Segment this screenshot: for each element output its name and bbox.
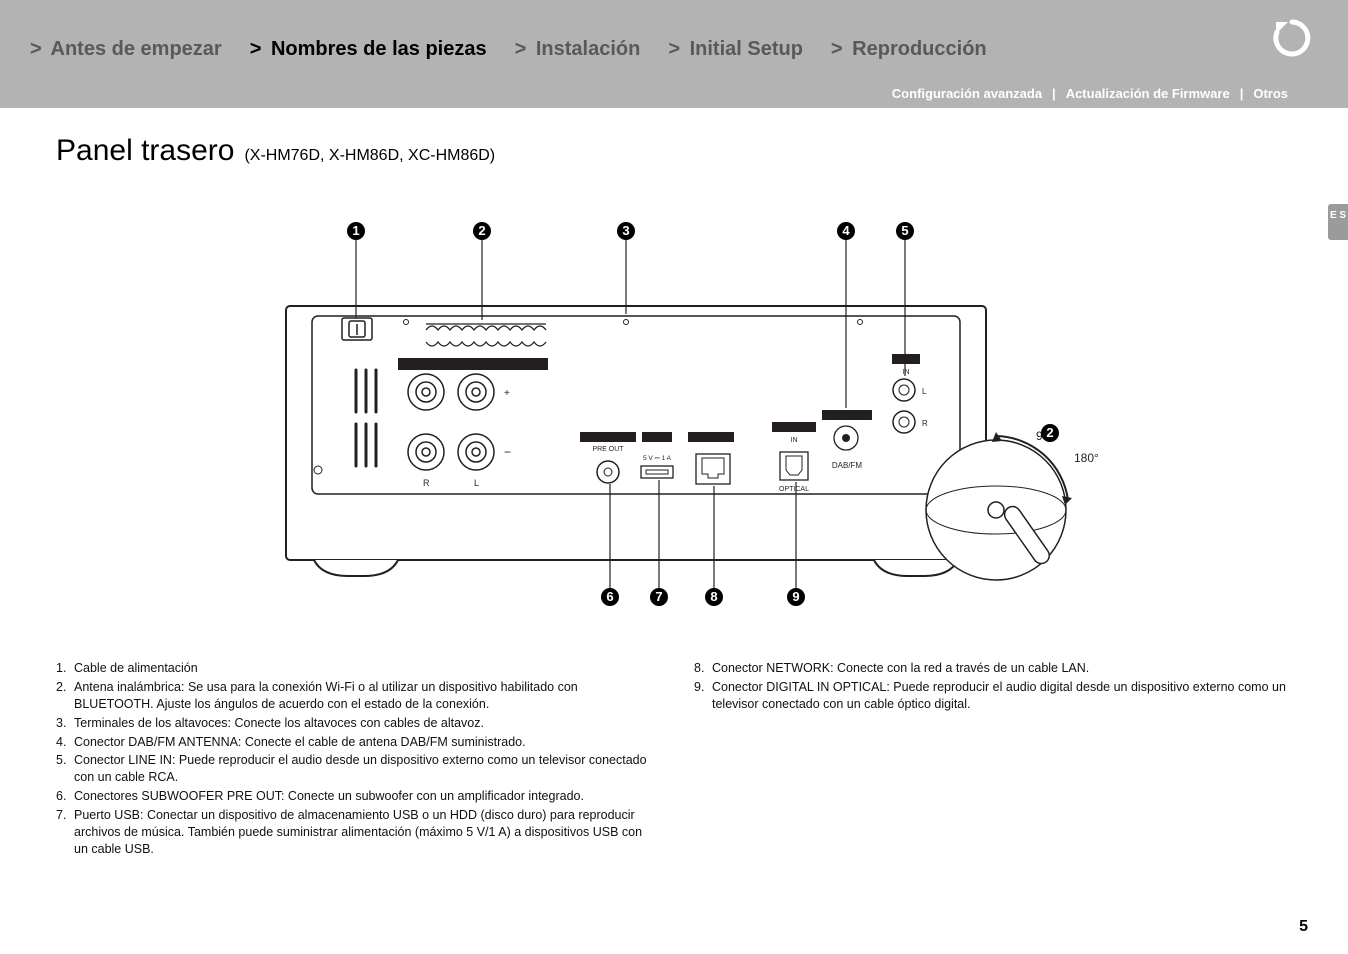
nav-item-initial-setup[interactable]: > Initial Setup [668,38,803,61]
svg-text:LINE: LINE [898,357,914,364]
svg-text:L: L [474,478,479,488]
nav-caret: > [831,38,843,60]
svg-text:PRE OUT: PRE OUT [592,446,624,453]
nav-item-reproduccion[interactable]: > Reproducción [831,38,987,61]
nav-caret: > [30,38,42,60]
svg-text:3: 3 [622,223,629,238]
notes-col-left: 1.Cable de alimentación 2.Antena inalámb… [56,660,654,860]
svg-text:SUBWOOFER: SUBWOOFER [587,435,630,442]
svg-text:DIGITAL: DIGITAL [781,425,808,432]
nav-label: Antes de empezar [51,38,222,60]
rear-panel-diagram: SPEAKERS + − R L SUBWOOFER PRE OUT USB 5… [56,200,1292,620]
note-item: 3.Terminales de los altavoces: Conecte l… [56,715,654,732]
nav-label: Initial Setup [690,38,803,60]
page-number: 5 [1299,918,1308,936]
note-item: 4.Conector DAB/FM ANTENNA: Conecte el ca… [56,734,654,751]
main-nav: > Antes de empezar > Nombres de las piez… [30,38,987,61]
svg-text:4: 4 [842,223,850,238]
svg-text:1: 1 [352,223,359,238]
nav-caret: > [250,38,262,60]
nav-item-instalacion[interactable]: > Instalación [515,38,641,61]
note-item: 2.Antena inalámbrica: Se usa para la con… [56,679,654,713]
svg-text:DAB/FM: DAB/FM [832,461,863,470]
page-title: Panel trasero [56,134,234,168]
svg-text:ANTENNA: ANTENNA [830,413,864,420]
svg-text:2: 2 [478,223,485,238]
svg-text:L: L [922,387,927,396]
svg-text:7: 7 [655,589,662,604]
sub-nav: Configuración avanzada | Actualización d… [892,86,1288,101]
nav-label: Nombres de las piezas [271,38,487,60]
subnav-sep: | [1052,86,1056,101]
svg-text:+: + [504,388,510,399]
svg-text:8: 8 [710,589,717,604]
notes-col-right: 8.Conector NETWORK: Conecte con la red a… [694,660,1292,860]
nav-item-antes[interactable]: > Antes de empezar [30,38,222,61]
svg-text:2: 2 [1046,425,1053,440]
nav-label: Instalación [536,38,640,60]
svg-text:SPEAKERS: SPEAKERS [451,360,494,369]
nav-label: Reproducción [852,38,986,60]
note-item: 9.Conector DIGITAL IN OPTICAL: Puede rep… [694,679,1292,713]
page-title-row: Panel trasero (X-HM76D, X-HM86D, XC-HM86… [56,134,495,168]
svg-text:5 V ⎓ 1 A: 5 V ⎓ 1 A [643,455,672,462]
svg-text:R: R [423,478,430,488]
nav-caret: > [668,38,680,60]
nav-caret: > [515,38,527,60]
svg-text:IN: IN [791,437,798,444]
page-subtitle: (X-HM76D, X-HM86D, XC-HM86D) [244,147,495,165]
note-item: 6.Conectores SUBWOOFER PRE OUT: Conecte … [56,788,654,805]
note-item: 1.Cable de alimentación [56,660,654,677]
svg-text:180°: 180° [1074,451,1099,465]
note-item: 7.Puerto USB: Conectar un dispositivo de… [56,807,654,858]
svg-text:R: R [922,419,928,428]
svg-text:USB: USB [650,435,665,442]
note-item: 5.Conector LINE IN: Puede reproducir el … [56,752,654,786]
back-icon[interactable] [1270,16,1314,65]
notes: 1.Cable de alimentación 2.Antena inalámb… [56,660,1292,860]
note-item: 8.Conector NETWORK: Conecte con la red a… [694,660,1292,677]
svg-text:9: 9 [792,589,799,604]
svg-text:−: − [504,445,511,459]
language-tab[interactable]: E S [1328,204,1348,240]
subnav-sep: | [1240,86,1244,101]
subnav-firmware[interactable]: Actualización de Firmware [1066,86,1230,101]
svg-text:6: 6 [606,589,613,604]
svg-text:OPTICAL: OPTICAL [779,486,809,493]
nav-item-nombres[interactable]: > Nombres de las piezas [250,38,487,61]
svg-text:5: 5 [901,223,908,238]
subnav-otros[interactable]: Otros [1253,86,1288,101]
svg-text:NETWORK: NETWORK [693,435,729,442]
header-bar: > Antes de empezar > Nombres de las piez… [0,0,1348,108]
svg-text:IN: IN [903,369,910,376]
subnav-config-avanzada[interactable]: Configuración avanzada [892,86,1042,101]
